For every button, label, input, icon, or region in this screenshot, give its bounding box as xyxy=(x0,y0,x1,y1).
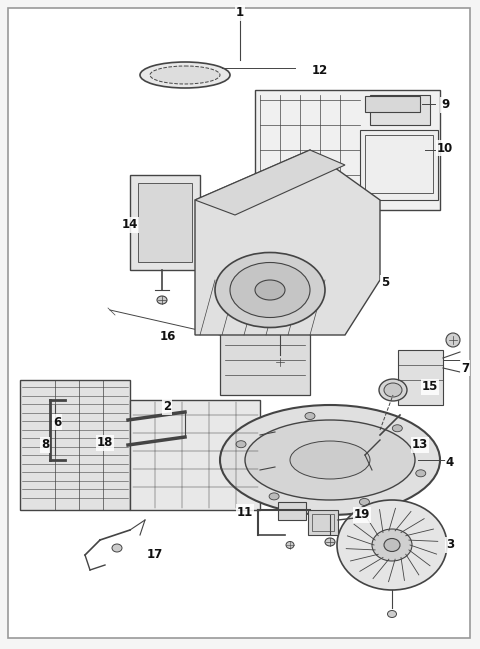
Ellipse shape xyxy=(325,538,335,546)
Text: 2: 2 xyxy=(163,400,171,413)
Ellipse shape xyxy=(150,66,220,84)
Text: 18: 18 xyxy=(97,437,113,450)
Bar xyxy=(220,320,310,395)
Polygon shape xyxy=(195,150,380,335)
Ellipse shape xyxy=(305,413,315,419)
Ellipse shape xyxy=(384,539,400,552)
Bar xyxy=(370,95,430,125)
Bar xyxy=(312,514,334,531)
Ellipse shape xyxy=(360,498,370,506)
Ellipse shape xyxy=(255,280,285,300)
Text: 15: 15 xyxy=(422,380,438,393)
Ellipse shape xyxy=(140,62,230,88)
Ellipse shape xyxy=(286,541,294,548)
Text: 11: 11 xyxy=(237,506,253,519)
Bar xyxy=(360,130,438,200)
Text: 8: 8 xyxy=(41,439,49,452)
Ellipse shape xyxy=(372,529,412,561)
Ellipse shape xyxy=(157,296,167,304)
Bar xyxy=(20,380,130,510)
Text: 3: 3 xyxy=(446,539,454,552)
Polygon shape xyxy=(195,150,345,215)
Bar xyxy=(255,90,440,210)
Bar xyxy=(138,183,192,262)
Ellipse shape xyxy=(379,379,407,401)
Bar xyxy=(398,350,443,405)
Ellipse shape xyxy=(269,493,279,500)
Bar xyxy=(365,96,420,112)
Ellipse shape xyxy=(220,405,440,515)
Ellipse shape xyxy=(188,435,198,445)
Ellipse shape xyxy=(259,312,267,319)
Text: 19: 19 xyxy=(354,509,370,522)
Bar xyxy=(130,175,200,270)
Text: 4: 4 xyxy=(446,456,454,469)
Ellipse shape xyxy=(290,441,370,479)
Ellipse shape xyxy=(215,252,325,328)
Ellipse shape xyxy=(230,262,310,317)
Bar xyxy=(308,510,338,535)
Bar xyxy=(278,502,306,520)
Bar xyxy=(365,135,433,193)
Ellipse shape xyxy=(416,470,426,477)
Text: 16: 16 xyxy=(160,330,176,343)
Text: 9: 9 xyxy=(441,99,449,112)
Ellipse shape xyxy=(387,611,396,617)
Text: 7: 7 xyxy=(461,361,469,374)
Text: 13: 13 xyxy=(412,439,428,452)
Ellipse shape xyxy=(446,333,460,347)
Ellipse shape xyxy=(384,383,402,397)
Ellipse shape xyxy=(112,544,122,552)
Ellipse shape xyxy=(245,420,415,500)
Bar xyxy=(130,400,260,510)
Text: 10: 10 xyxy=(437,141,453,154)
Text: 17: 17 xyxy=(147,548,163,561)
Text: 1: 1 xyxy=(236,6,244,19)
Text: 12: 12 xyxy=(312,64,328,77)
Ellipse shape xyxy=(275,358,285,366)
Text: 5: 5 xyxy=(381,276,389,289)
Ellipse shape xyxy=(337,500,447,590)
Text: 6: 6 xyxy=(53,415,61,428)
Ellipse shape xyxy=(184,431,202,449)
Text: 14: 14 xyxy=(122,219,138,232)
Ellipse shape xyxy=(236,441,246,448)
Ellipse shape xyxy=(392,424,402,432)
